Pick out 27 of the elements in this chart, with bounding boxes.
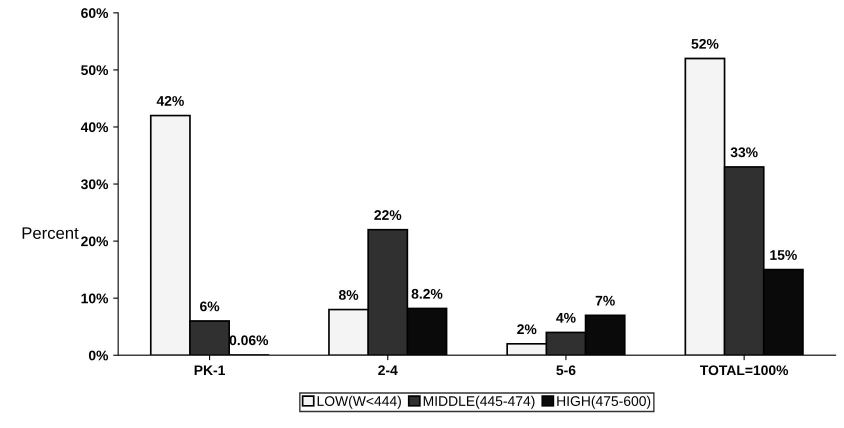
data-label: 52% <box>691 38 718 49</box>
legend-label: HIGH(475-600) <box>557 396 650 409</box>
data-label: 4% <box>556 312 576 323</box>
x-tick-label: 2-4 <box>378 365 398 376</box>
x-tick-label: TOTAL=100% <box>700 365 788 376</box>
data-label: 7% <box>596 296 615 306</box>
data-label: 8.2% <box>412 288 442 299</box>
data-label: 22% <box>374 210 402 220</box>
y-tick-label: 30% <box>80 179 108 190</box>
x-tick-label: PK-1 <box>194 365 226 376</box>
legend-label: LOW(W<444) <box>318 396 401 409</box>
x-tick-label: 5-6 <box>556 365 576 376</box>
y-tick-label: 20% <box>81 236 108 246</box>
y-tick-label: 60% <box>81 8 108 18</box>
data-label: 42% <box>156 96 184 106</box>
y-tick-label: 40% <box>80 122 108 132</box>
y-axis-title: Percent <box>22 227 79 239</box>
data-label: 0.06% <box>230 335 268 346</box>
y-tick-label: 0% <box>88 350 108 360</box>
y-tick-label: 10% <box>82 294 108 304</box>
data-label: 2% <box>517 324 536 334</box>
data-label: 15% <box>770 250 797 260</box>
y-tick-label: 50% <box>81 65 108 76</box>
legend-label: MIDDLE(445-474) <box>424 396 534 409</box>
data-label: 8% <box>338 290 358 300</box>
data-label: 33% <box>730 147 758 158</box>
data-label: 6% <box>200 301 220 312</box>
